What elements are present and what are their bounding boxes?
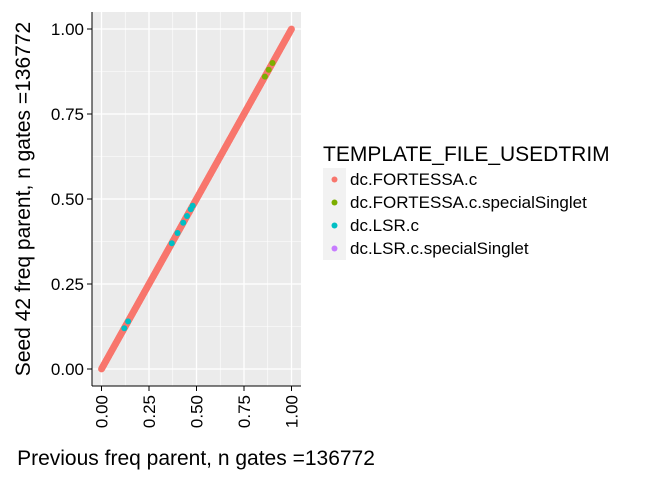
data-point [189, 202, 196, 209]
y-axis-title: Seed 42 freq parent, n gates =136772 [12, 22, 35, 376]
data-point [174, 230, 181, 236]
x-tick-label: 0.75 [235, 395, 254, 428]
legend-marker [331, 245, 338, 252]
data-point [168, 240, 175, 247]
y-tick-label: 0.00 [51, 360, 84, 379]
x-tick-label: 0.00 [93, 395, 112, 428]
data-point [184, 213, 190, 219]
legend-marker [331, 199, 338, 206]
data-point [261, 73, 268, 80]
y-tick-group: 0.00 0.25 0.50 0.75 1.00 [51, 20, 92, 379]
x-tick-label: 1.00 [283, 395, 302, 428]
legend-label: dc.FORTESSA.c.specialSinglet [350, 193, 587, 212]
legend: dc.FORTESSA.c dc.FORTESSA.c.specialSingle… [323, 168, 587, 260]
legend-title: TEMPLATE_FILE_USEDTRIM [323, 143, 610, 166]
x-tick-group: 0.00 0.25 0.50 0.75 1.00 [93, 386, 302, 428]
x-tick-label: 0.25 [140, 395, 159, 428]
data-point [269, 60, 276, 66]
legend-label: dc.FORTESSA.c [350, 170, 478, 189]
y-tick-label: 0.75 [51, 105, 84, 124]
data-points [98, 25, 295, 373]
data-point [265, 66, 272, 73]
data-point [121, 325, 128, 332]
legend-marker [331, 176, 338, 183]
legend-label: dc.LSR.c.specialSinglet [350, 239, 529, 258]
legend-label: dc.LSR.c [350, 216, 419, 235]
data-point [125, 318, 132, 325]
legend-marker [331, 222, 338, 229]
data-point [288, 25, 295, 33]
x-tick-label: 0.50 [188, 395, 207, 428]
x-axis-title: Previous freq parent, n gates =136772 [17, 447, 375, 470]
y-tick-label: 1.00 [51, 20, 84, 39]
data-point [180, 219, 187, 226]
y-tick-label: 0.25 [51, 275, 84, 294]
y-tick-label: 0.50 [51, 190, 84, 209]
